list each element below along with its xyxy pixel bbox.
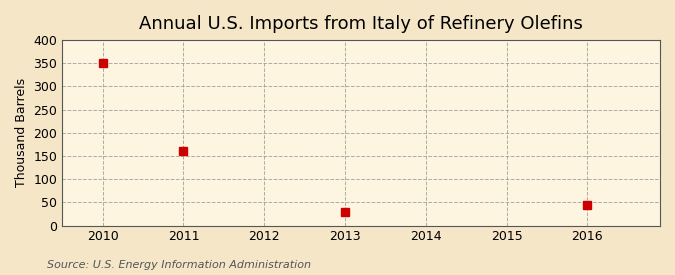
Y-axis label: Thousand Barrels: Thousand Barrels — [15, 78, 28, 188]
Title: Annual U.S. Imports from Italy of Refinery Olefins: Annual U.S. Imports from Italy of Refine… — [139, 15, 583, 33]
Text: Source: U.S. Energy Information Administration: Source: U.S. Energy Information Administ… — [47, 260, 311, 270]
